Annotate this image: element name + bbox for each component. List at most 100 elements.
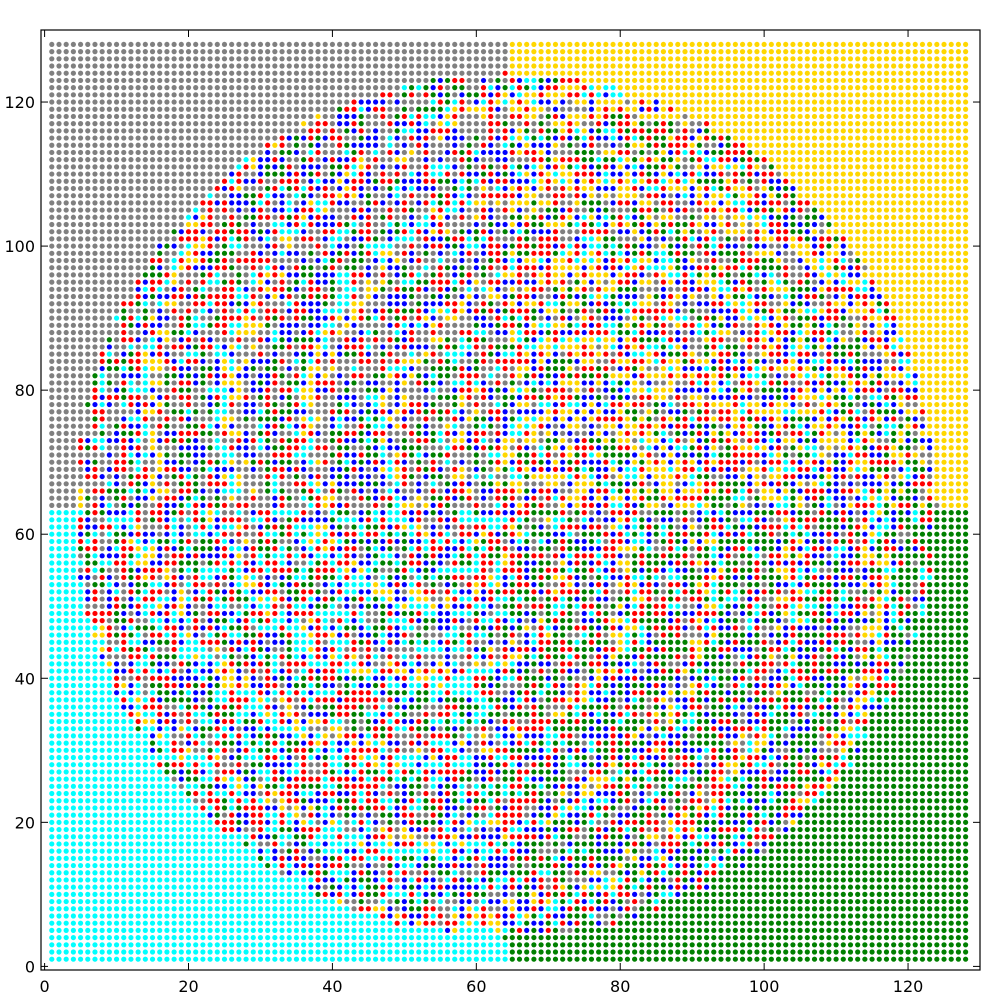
scatter-point (279, 906, 285, 912)
scatter-point (581, 704, 587, 710)
scatter-point (941, 790, 947, 797)
scatter-point (524, 812, 530, 818)
scatter-point (157, 956, 163, 962)
scatter-point (157, 783, 163, 789)
scatter-point (466, 942, 472, 948)
scatter-point (718, 776, 724, 782)
scatter-point (286, 956, 292, 962)
scatter-point (214, 711, 220, 717)
scatter-point (99, 848, 105, 854)
scatter-point (372, 747, 379, 753)
scatter-point (322, 877, 328, 883)
scatter-point (509, 848, 515, 854)
scatter-point (416, 870, 422, 876)
scatter-point (193, 920, 199, 926)
scatter-point (955, 956, 962, 962)
scatter-point (236, 841, 242, 847)
scatter-point (732, 812, 738, 818)
scatter-point (444, 762, 451, 768)
scatter-point (639, 740, 645, 746)
scatter-point (675, 891, 681, 897)
scatter-point (567, 934, 573, 941)
scatter-point (560, 762, 566, 768)
scatter-point (63, 798, 69, 804)
scatter-point (480, 718, 487, 725)
scatter-point (106, 747, 112, 753)
scatter-point (509, 841, 515, 847)
scatter-point (739, 884, 746, 890)
scatter-point (358, 848, 364, 854)
scatter-point (193, 776, 199, 782)
scatter-point (516, 790, 523, 797)
scatter-point (480, 891, 487, 897)
scatter-point (77, 848, 84, 854)
scatter-point (193, 682, 199, 689)
scatter-point (257, 906, 264, 912)
scatter-point (430, 711, 436, 717)
scatter-point (502, 726, 508, 732)
scatter-point (905, 855, 911, 861)
scatter-point (416, 819, 422, 825)
scatter-point (344, 956, 350, 962)
scatter-point (70, 783, 76, 789)
scatter-point (315, 934, 321, 941)
scatter-point (538, 906, 544, 912)
scatter-point (603, 920, 609, 926)
scatter-point (423, 949, 429, 955)
scatter-point (372, 906, 379, 912)
scatter-point (905, 884, 911, 890)
scatter-point (732, 848, 738, 854)
scatter-point (250, 826, 256, 833)
scatter-point (214, 826, 220, 833)
scatter-point (891, 776, 897, 782)
scatter-point (790, 682, 796, 689)
scatter-point (632, 906, 638, 912)
scatter-point (646, 697, 652, 703)
scatter-point (221, 898, 228, 905)
scatter-point (639, 891, 645, 897)
scatter-point (768, 798, 774, 804)
scatter-point (178, 906, 184, 912)
scatter-point (603, 841, 609, 847)
scatter-point (322, 841, 328, 847)
scatter-point (408, 733, 415, 739)
scatter-point (149, 949, 156, 955)
scatter-point (250, 754, 256, 761)
scatter-point (135, 754, 141, 761)
scatter-point (617, 877, 623, 883)
scatter-point (488, 762, 494, 768)
scatter-point (617, 862, 623, 869)
scatter-point (92, 877, 98, 883)
scatter-point (495, 891, 501, 897)
scatter-point (92, 740, 98, 746)
scatter-point (538, 798, 544, 804)
scatter-point (372, 726, 379, 732)
scatter-point (142, 870, 148, 876)
scatter-point (919, 862, 926, 869)
scatter-point (459, 697, 465, 703)
scatter-point (423, 704, 429, 710)
scatter-point (761, 942, 767, 948)
scatter-point (919, 877, 926, 883)
scatter-point (459, 841, 465, 847)
scatter-point (653, 898, 659, 905)
scatter-point (560, 906, 566, 912)
scatter-point (826, 942, 832, 948)
scatter-point (927, 762, 933, 768)
scatter-point (639, 877, 645, 883)
scatter-point (804, 718, 810, 725)
scatter-point (509, 906, 515, 912)
scatter-point (401, 884, 407, 890)
scatter-point (286, 870, 292, 876)
scatter-point (624, 841, 631, 847)
scatter-point (912, 942, 918, 948)
scatter-point (279, 949, 285, 955)
scatter-point (739, 934, 746, 941)
scatter-point (639, 704, 645, 710)
scatter-point (351, 747, 357, 753)
scatter-point (646, 754, 652, 761)
scatter-point (164, 812, 170, 818)
scatter-point (257, 805, 264, 811)
scatter-point (387, 949, 393, 955)
scatter-point (394, 841, 400, 847)
